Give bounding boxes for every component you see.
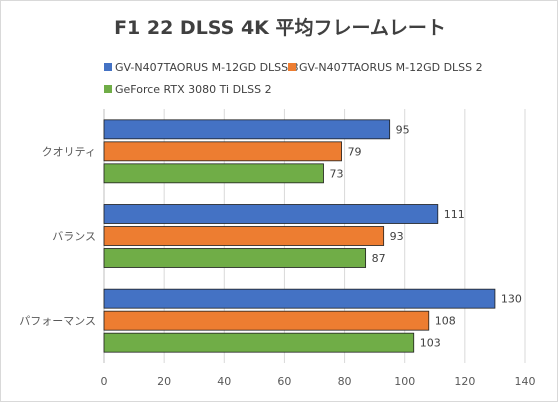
data-label-s2-c2: 103 <box>420 337 441 350</box>
bar-s2-c0 <box>103 163 324 184</box>
bar-s1-c2 <box>103 310 430 331</box>
category-label-0: クオリティ <box>42 145 96 158</box>
category-label-2: パフォーマンス <box>19 315 96 328</box>
bar-s2-c1 <box>103 248 367 268</box>
bar-s1-c0 <box>103 141 342 162</box>
chart-title: F1 22 DLSS 4K 平均フレームレート <box>114 17 446 39</box>
x-tick-label-140: 140 <box>515 375 536 388</box>
bar-s2-c2 <box>103 332 415 353</box>
category-label-1: バランス <box>52 230 96 243</box>
data-label-s2-c0: 73 <box>330 167 344 180</box>
x-tick-label-80: 80 <box>338 375 352 388</box>
bar-s1-c1 <box>103 226 385 246</box>
data-label-s1-c1: 93 <box>390 230 404 243</box>
x-tick-label-100: 100 <box>394 375 415 388</box>
x-tick-label-0: 0 <box>101 375 108 388</box>
bar-s0-c0 <box>103 119 391 140</box>
legend-label-dlss2: GV-N407TAORUS M-12GD DLSS 2 <box>299 61 483 74</box>
x-tick-label-40: 40 <box>217 375 231 388</box>
data-label-s1-c2: 108 <box>435 315 456 328</box>
legend-swatch-dlss2 <box>288 63 296 71</box>
legend-label-3080ti: GeForce RTX 3080 Ti DLSS 2 <box>115 83 272 96</box>
legend-entry-dlss2: GV-N407TAORUS M-12GD DLSS 2 <box>288 62 483 74</box>
x-tick-label-120: 120 <box>454 375 475 388</box>
legend-swatch-dlss3 <box>104 63 112 71</box>
legend-entry-dlss3: GV-N407TAORUS M-12GD DLSS 3 <box>104 62 299 74</box>
x-tick-label-20: 20 <box>157 375 171 388</box>
legend-swatch-3080ti <box>104 85 112 93</box>
data-label-s1-c0: 79 <box>348 145 362 158</box>
data-label-s0-c1: 111 <box>444 208 465 221</box>
bar-s0-c1 <box>103 204 439 224</box>
data-label-s0-c0: 95 <box>396 123 410 136</box>
legend-label-dlss3: GV-N407TAORUS M-12GD DLSS 3 <box>115 61 299 74</box>
legend-entry-3080ti: GeForce RTX 3080 Ti DLSS 2 <box>104 84 272 96</box>
bar-s0-c2 <box>103 288 496 309</box>
data-label-s0-c2: 130 <box>501 293 522 306</box>
x-tick-label-60: 60 <box>277 375 291 388</box>
data-label-s2-c1: 87 <box>372 252 386 265</box>
